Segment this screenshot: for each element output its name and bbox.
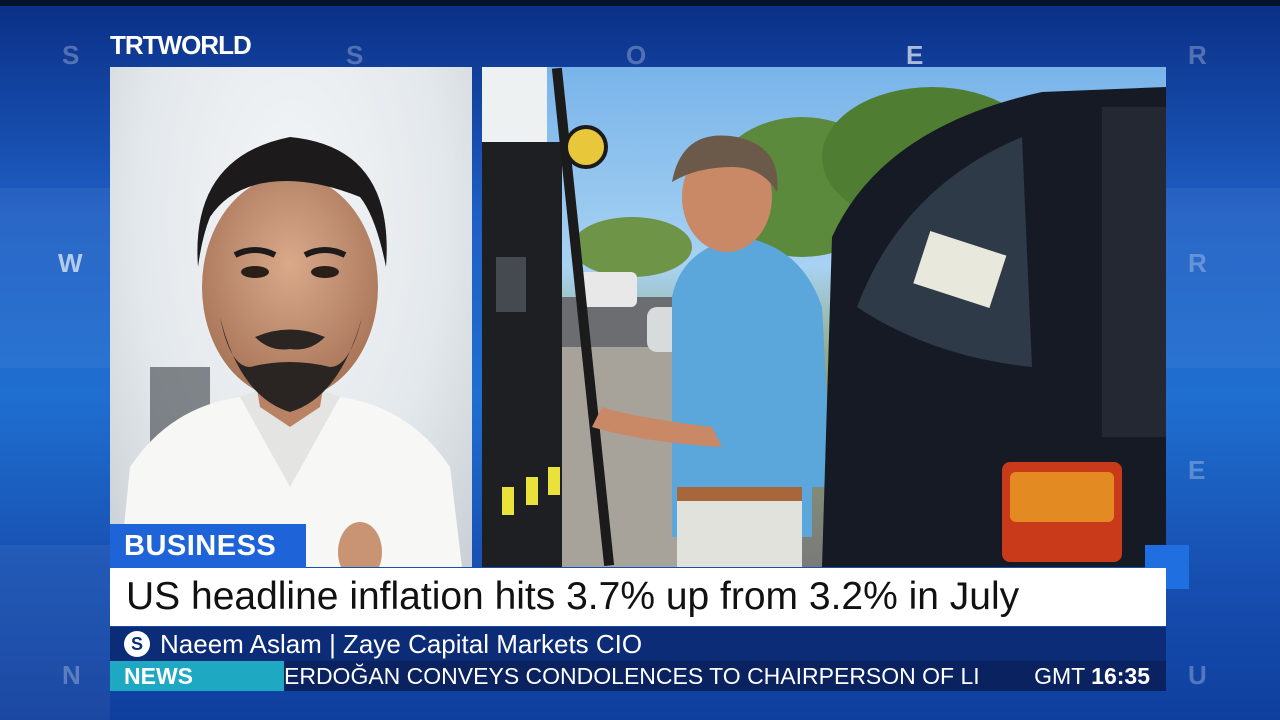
background-letter: E [906,40,924,70]
channel-logo: TRT WORLD [110,29,252,60]
ticker-tag: NEWS [110,661,284,691]
background-tile [0,188,110,368]
top-bar [0,0,1280,6]
section-label: BUSINESS [124,529,277,562]
background-letter: W [58,248,83,278]
background-letter: S [62,40,80,70]
background-letter: O [626,40,647,70]
news-ticker: NEWS ERDOĞAN CONVEYS CONDOLENCES TO CHAI… [110,661,1166,691]
background-letter: N [62,660,81,690]
background-letter: S [346,40,364,70]
skype-icon-letter: S [130,633,143,654]
background-letter: E [1188,455,1206,485]
headline-text: US headline inflation hits 3.7% up from … [126,575,1020,618]
guest-name: Naeem Aslam | Zaye Capital Markets CIO [160,628,643,659]
clock-time: 16:35 [1091,662,1150,689]
ticker-text: ERDOĞAN CONVEYS CONDOLENCES TO CHAIRPERS… [284,662,980,689]
gas-station-footage-icon [482,67,1166,567]
footage-video-panel [482,67,1166,567]
clock: GMT 16:35 [1034,663,1166,690]
background-tile [1166,188,1280,368]
logo-world-text: WORLD [157,29,252,60]
logo-trt-text: TRT [110,29,159,60]
guest-video-panel [110,67,472,567]
background-letter: R [1188,40,1207,70]
guest-portrait-icon [120,137,462,567]
background-letter: R [1188,248,1207,278]
ticker-tag-label: NEWS [124,662,193,689]
headline-bar: US headline inflation hits 3.7% up from … [110,568,1166,626]
section-tag: BUSINESS [110,524,306,568]
clock-timezone: GMT [1034,662,1086,689]
background-tile [0,545,110,720]
guest-name-bar: S Naeem Aslam | Zaye Capital Markets CIO [110,627,1166,661]
skype-icon: S [124,631,150,657]
background-letter: U [1188,660,1207,690]
